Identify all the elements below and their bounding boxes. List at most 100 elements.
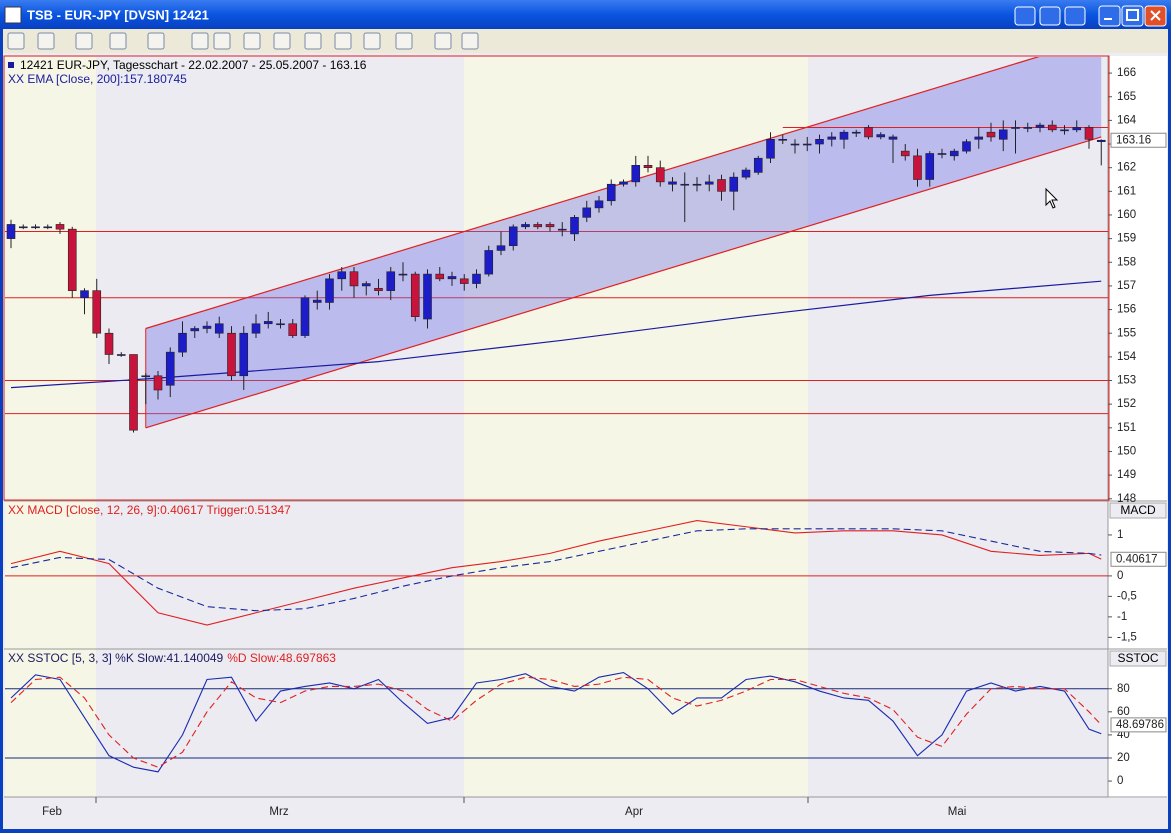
- y-tick-label: 149: [1117, 469, 1136, 481]
- y-tick-label: 0: [1117, 570, 1123, 582]
- chart-subtitle: XX EMA [Close, 200]:157.180745: [8, 72, 187, 86]
- candle-body: [1096, 139, 1106, 142]
- tool-button[interactable]: [213, 32, 231, 50]
- y-tick-label: 156: [1117, 304, 1136, 316]
- candle-body: [153, 375, 163, 391]
- last-value-box: [1110, 132, 1167, 148]
- y-tick-label: 152: [1117, 398, 1136, 410]
- y-tick-label: 162: [1117, 162, 1136, 174]
- candle-body: [1060, 129, 1069, 132]
- axis-title: MACD: [1120, 503, 1156, 517]
- trend-channel: [145, 57, 1102, 428]
- candle-body: [900, 150, 910, 157]
- candle-body: [1084, 127, 1094, 140]
- candle-body: [570, 217, 579, 235]
- y-tick-label: 80: [1117, 683, 1130, 695]
- indicator-line: [10, 676, 1102, 768]
- y-tick-label: 159: [1117, 233, 1136, 245]
- last-value-label: 0.40617: [1116, 553, 1158, 565]
- tool-button[interactable]: [75, 32, 93, 50]
- tool-button[interactable]: [243, 32, 261, 50]
- tool-button[interactable]: [7, 32, 25, 50]
- tool-button[interactable]: [191, 32, 209, 50]
- candle-body: [202, 325, 212, 329]
- y-tick-label: 166: [1117, 67, 1136, 79]
- last-value-box: [1110, 551, 1167, 567]
- y-tick-label: 161: [1117, 185, 1136, 197]
- candle-body: [337, 271, 347, 280]
- indicator-title: XX SSTOC [5, 3, 3] %K Slow:41.140049: [8, 651, 224, 665]
- y-tick-label: -1: [1117, 611, 1127, 623]
- candle-body: [386, 271, 396, 291]
- channel-line: [145, 136, 1102, 429]
- tool-button[interactable]: [147, 32, 165, 50]
- toolbar-buttons: [7, 32, 479, 50]
- tool-button[interactable]: [273, 32, 291, 50]
- title-buttons: [1014, 5, 1167, 27]
- candle-body: [496, 245, 506, 251]
- candle-body: [43, 226, 53, 229]
- axis-title-box: [1109, 502, 1167, 519]
- candle-body: [876, 134, 886, 138]
- button[interactable]: [1014, 6, 1036, 26]
- last-value-label: 163.16: [1116, 134, 1151, 146]
- y-tick-label: 155: [1117, 327, 1136, 339]
- x-tick-label: Mai: [948, 806, 967, 818]
- candle-body: [680, 183, 690, 186]
- y-tick-label: 0: [1117, 775, 1123, 787]
- mouse-cursor: [1045, 187, 1059, 209]
- candle-body: [214, 323, 224, 334]
- candle-body: [276, 323, 285, 326]
- candle-body: [839, 131, 849, 140]
- button[interactable]: [1064, 6, 1086, 26]
- candle-body: [913, 155, 922, 180]
- y-tick-label: -1,5: [1117, 631, 1137, 643]
- tool-button[interactable]: [395, 32, 413, 50]
- y-tick-label: 165: [1117, 91, 1136, 103]
- candle-body: [325, 278, 334, 303]
- y-tick-label: 150: [1117, 445, 1136, 457]
- y-tick-label: 151: [1117, 422, 1136, 434]
- candle-body: [790, 143, 800, 146]
- axis-title-box: [1109, 650, 1167, 667]
- y-tick-label: 1: [1117, 529, 1123, 541]
- candle-body: [92, 290, 102, 334]
- candle-body: [374, 287, 383, 291]
- candle-body: [962, 141, 971, 152]
- candle-body: [864, 127, 873, 138]
- tool-button[interactable]: [434, 32, 452, 50]
- candle-body: [447, 276, 457, 280]
- candle-body: [668, 181, 677, 185]
- minimize-button[interactable]: [1098, 5, 1121, 27]
- candle-body: [288, 323, 298, 336]
- candle-body: [1047, 124, 1057, 131]
- candle-body: [349, 271, 359, 287]
- candle-body: [300, 297, 310, 336]
- candle-body: [18, 226, 28, 229]
- tool-button[interactable]: [363, 32, 381, 50]
- tool-button[interactable]: [334, 32, 352, 50]
- button[interactable]: [1039, 6, 1061, 26]
- tool-button[interactable]: [109, 32, 127, 50]
- y-tick-label: 148: [1117, 493, 1136, 505]
- candle-body: [998, 129, 1008, 140]
- candle-body: [67, 228, 77, 291]
- app-icon: [4, 6, 22, 24]
- tool-button[interactable]: [37, 32, 55, 50]
- candle-body: [888, 136, 898, 140]
- y-tick-label: 157: [1117, 280, 1136, 292]
- candle-body: [594, 200, 604, 209]
- candle-body: [778, 138, 788, 141]
- candle-body: [533, 224, 543, 228]
- tool-button[interactable]: [461, 32, 479, 50]
- tool-button[interactable]: [304, 32, 322, 50]
- candle-body: [741, 169, 751, 178]
- candle-body: [937, 153, 947, 155]
- candle-body: [435, 273, 445, 280]
- candle-body: [766, 138, 775, 159]
- plot: [5, 520, 1108, 626]
- candle-body: [1072, 127, 1082, 131]
- candle-body: [974, 136, 984, 140]
- x-tick-label: Feb: [42, 806, 62, 818]
